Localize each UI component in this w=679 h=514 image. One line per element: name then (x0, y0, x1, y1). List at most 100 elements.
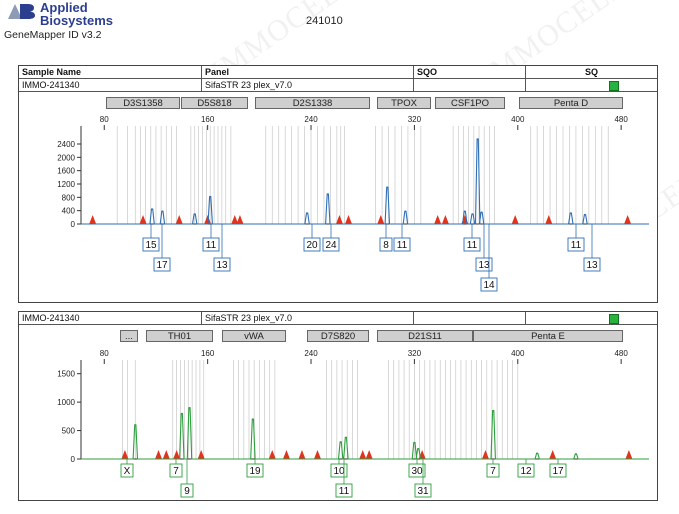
panel-name-value: SifaSTR 23 plex_v7.0 (202, 312, 414, 324)
column-sq[interactable]: SQ (584, 67, 598, 77)
allele-peak (151, 208, 153, 210)
allele-label-box (169, 463, 183, 478)
sample-row[interactable]: IMMO-241340 SifaSTR 23 plex_v7.0 (19, 79, 657, 92)
y-tick-label: 2000 (57, 153, 75, 162)
size-standard-peak (335, 215, 343, 224)
allele-peak (345, 436, 347, 439)
size-standard-peak (625, 450, 633, 459)
allele-peak (492, 409, 495, 412)
allele-label-box (153, 257, 171, 272)
marker-d21s11[interactable]: D21S11 (377, 330, 473, 342)
allele-label-box (408, 463, 426, 478)
y-tick-label: 1000 (57, 398, 75, 407)
allele-label: X (124, 466, 131, 477)
allele-peak (480, 211, 483, 214)
allele-peak (134, 424, 137, 426)
marker-th01[interactable]: TH01 (146, 330, 213, 342)
allele-label: 14 (483, 280, 495, 291)
allele-label: 11 (339, 486, 350, 497)
y-tick-label: 0 (71, 455, 76, 464)
size-standard-peak (545, 215, 553, 224)
marker-d5s818[interactable]: D5S818 (181, 97, 248, 109)
allele-label-box (393, 237, 411, 252)
allele-label: 11 (397, 240, 408, 251)
allele-label-box (463, 237, 481, 252)
allele-peak (209, 195, 212, 198)
size-standard-peak (282, 450, 290, 459)
dye-trace (81, 138, 649, 225)
size-standard-peak (624, 215, 632, 224)
size-standard-peak (236, 215, 244, 224)
column-sample-name[interactable]: Sample Name (19, 66, 202, 78)
y-tick-label: 500 (62, 427, 76, 436)
marker-d7s820[interactable]: D7S820 (307, 330, 369, 342)
allele-label: 24 (325, 240, 337, 251)
electropherogram-plot-blue[interactable]: 80 160 240 320 400 480 0 400 800 1200 1600 2000 2400… (19, 112, 657, 302)
marker-d3s1358[interactable]: D3S1358 (106, 97, 180, 109)
run-id: 241010 (306, 15, 343, 27)
allele-peak (476, 138, 479, 140)
electropherogram-panel-blue: Sample Name Panel SQO SQ IMMO-241340 Sif… (18, 65, 658, 303)
y-tick-label: 1600 (57, 167, 75, 176)
allele-label-box (213, 257, 231, 272)
x-tick-label: 80 (100, 115, 109, 124)
size-standard-peak (231, 215, 239, 224)
column-sqo[interactable]: SQO (414, 66, 526, 78)
size-standard-peak (268, 450, 276, 459)
x-tick-label: 160 (201, 115, 215, 124)
sample-row[interactable]: IMMO-241340 SifaSTR 23 plex_v7.0 (19, 312, 657, 325)
size-standard-peak (365, 450, 373, 459)
column-panel[interactable]: Panel (202, 66, 414, 78)
allele-label-box (379, 237, 393, 252)
app-version: GeneMapper ID v3.2 (4, 29, 102, 41)
marker-csf1po[interactable]: CSF1PO (435, 97, 505, 109)
size-standard-peak (197, 450, 205, 459)
sqo-value (414, 79, 526, 91)
marker-vwa[interactable]: vWA (222, 330, 286, 342)
marker-d2s1338[interactable]: D2S1338 (255, 97, 370, 109)
x-tick-label: 160 (201, 349, 215, 358)
allele-label-box (567, 237, 585, 252)
y-tick-label: 400 (62, 207, 76, 216)
marker-tpox[interactable]: TPOX (377, 97, 431, 109)
allele-label-box (480, 277, 498, 292)
marker-overflow[interactable]: ... (120, 330, 138, 342)
marker-row: D3S1358 D5S818 D2S1338 TPOX CSF1PO Penta… (19, 97, 657, 109)
allele-label-box (202, 237, 220, 252)
allele-label-box (246, 463, 264, 478)
electropherogram-plot-green[interactable]: 80 160 240 320 400 480 0 500 1000 1500 X 7 19 10 30 7 12… (19, 344, 657, 500)
x-tick-label: 480 (614, 349, 628, 358)
allele-label-box (303, 237, 321, 252)
allele-peak (536, 452, 538, 455)
marker-row: ... TH01 vWA D7S820 D21S11 Penta E (19, 330, 657, 342)
allele-label: 7 (490, 466, 496, 477)
allele-label-box (322, 237, 340, 252)
allele-label: 13 (216, 260, 228, 271)
allele-label: 11 (206, 240, 217, 251)
allele-label: 9 (184, 486, 190, 497)
size-standard-peak (344, 215, 352, 224)
marker-penta-d[interactable]: Penta D (519, 97, 623, 109)
size-standard-peak (313, 450, 321, 459)
allele-label-box (475, 257, 493, 272)
allele-label: 17 (552, 466, 564, 477)
allele-label-box (142, 237, 160, 252)
brand-name-line1: Applied (40, 0, 88, 15)
size-standard-peak (204, 215, 212, 224)
allele-peak (193, 213, 196, 215)
y-tick-label: 800 (62, 193, 76, 202)
panel-name-value: SifaSTR 23 plex_v7.0 (202, 79, 414, 91)
allele-peak (584, 213, 586, 216)
x-tick-label: 80 (100, 349, 109, 358)
allele-label-box (583, 257, 601, 272)
allele-peak (180, 412, 183, 415)
size-standard-peak (173, 450, 181, 459)
allele-label: 10 (333, 466, 345, 477)
allele-label: 31 (417, 486, 429, 497)
y-tick-label: 1500 (57, 370, 75, 379)
size-standard-peak (549, 450, 557, 459)
y-tick-label: 1200 (57, 180, 75, 189)
allele-label: 7 (173, 466, 179, 477)
marker-penta-e[interactable]: Penta E (473, 330, 623, 342)
allele-label: 19 (249, 466, 261, 477)
